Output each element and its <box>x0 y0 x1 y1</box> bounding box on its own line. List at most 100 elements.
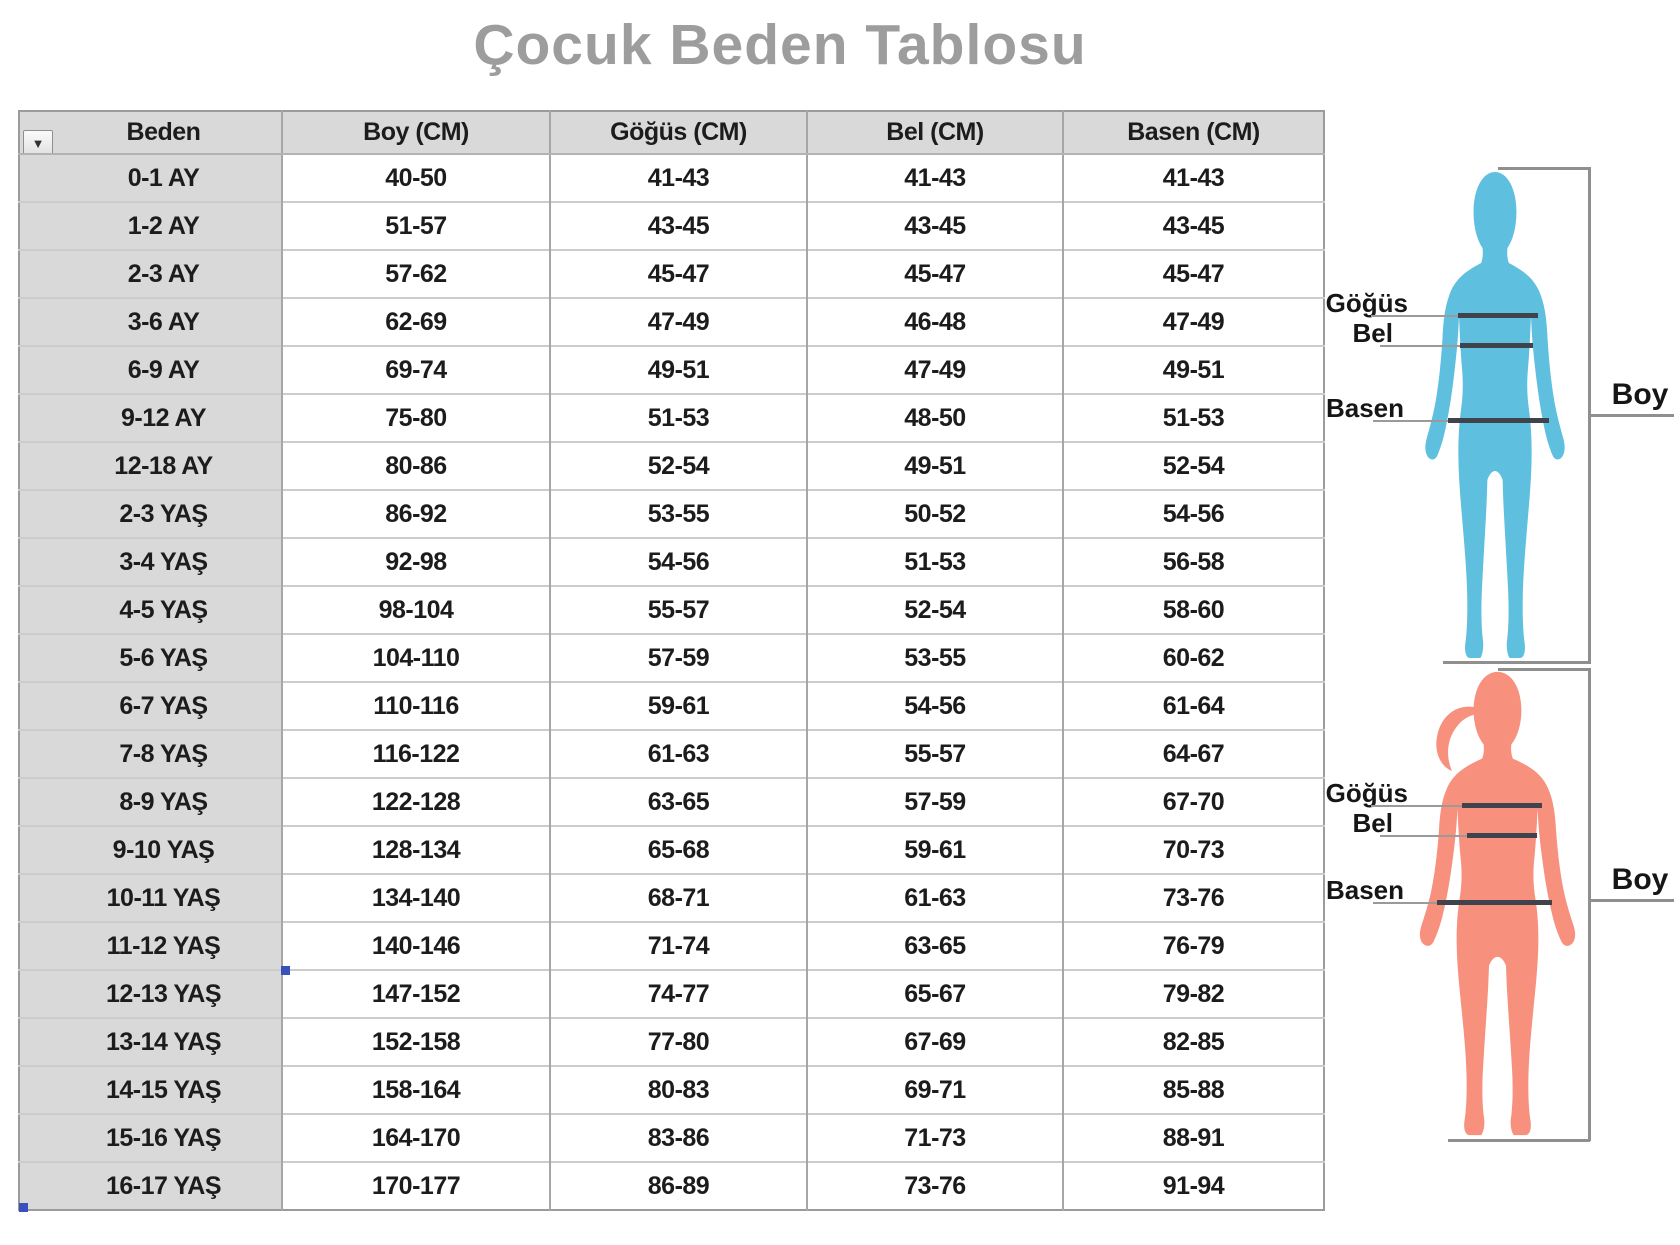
size-label-cell: 10-11 YAŞ <box>19 873 282 922</box>
measure-value-cell: 52-54 <box>1062 441 1324 490</box>
measure-value-cell: 74-77 <box>549 969 807 1018</box>
table-row: 14-15 YAŞ 158-164 80-83 69-71 85-88 <box>19 1065 1324 1114</box>
table-row: 11-12 YAŞ 140-146 71-74 63-65 76-79 <box>19 921 1324 970</box>
measure-value-cell: 50-52 <box>806 489 1063 538</box>
size-label-cell: 0-1 AY <box>19 153 282 202</box>
measure-value-cell: 69-71 <box>806 1065 1063 1114</box>
size-label-cell: 12-13 YAŞ <box>19 969 282 1018</box>
size-label-cell: 3-4 YAŞ <box>19 537 282 586</box>
measure-value-cell: 41-43 <box>806 153 1063 202</box>
measure-value-cell: 43-45 <box>1062 201 1324 250</box>
measure-value-cell: 51-53 <box>549 393 807 442</box>
size-label-cell: 6-7 YAŞ <box>19 681 282 730</box>
table-row: 9-10 YAŞ 128-134 65-68 59-61 70-73 <box>19 825 1324 874</box>
measure-value-cell: 54-56 <box>1062 489 1324 538</box>
measure-value-cell: 59-61 <box>549 681 807 730</box>
measure-value-cell: 58-60 <box>1062 585 1324 634</box>
measure-value-cell: 80-86 <box>281 441 550 490</box>
table-row: 3-4 YAŞ 92-98 54-56 51-53 56-58 <box>19 537 1324 586</box>
height-leader-line <box>1590 899 1674 902</box>
measure-value-cell: 158-164 <box>281 1065 550 1114</box>
measure-value-cell: 88-91 <box>1062 1113 1324 1162</box>
measure-value-cell: 60-62 <box>1062 633 1324 682</box>
size-label-cell: 3-6 AY <box>19 297 282 346</box>
table-row: 15-16 YAŞ 164-170 83-86 71-73 88-91 <box>19 1113 1324 1162</box>
measure-value-cell: 47-49 <box>549 297 807 346</box>
measure-value-cell: 45-47 <box>1062 249 1324 298</box>
height-bracket-top <box>1498 668 1590 671</box>
hip-measure-line <box>1448 418 1549 423</box>
measure-value-cell: 54-56 <box>549 537 807 586</box>
measure-value-cell: 73-76 <box>806 1161 1063 1210</box>
waist-label: Bel <box>1352 808 1393 838</box>
size-label-cell: 14-15 YAŞ <box>19 1065 282 1114</box>
table-row: 4-5 YAŞ 98-104 55-57 52-54 58-60 <box>19 585 1324 634</box>
measure-value-cell: 71-73 <box>806 1113 1063 1162</box>
column-header-beden: ▼ Beden <box>19 111 282 155</box>
size-label-cell: 12-18 AY <box>19 441 282 490</box>
measure-value-cell: 152-158 <box>281 1017 550 1066</box>
height-bracket-bottom <box>1443 661 1590 664</box>
measure-value-cell: 43-45 <box>806 201 1063 250</box>
size-label-cell: 5-6 YAŞ <box>19 633 282 682</box>
table-row: 7-8 YAŞ 116-122 61-63 55-57 64-67 <box>19 729 1324 778</box>
measure-value-cell: 68-71 <box>549 873 807 922</box>
measure-value-cell: 49-51 <box>549 345 807 394</box>
waist-measure-line <box>1467 833 1537 838</box>
height-bracket-bottom <box>1448 1139 1590 1142</box>
table-row: 6-9 AY 69-74 49-51 47-49 49-51 <box>19 345 1324 394</box>
size-label-cell: 16-17 YAŞ <box>19 1161 282 1210</box>
measure-value-cell: 85-88 <box>1062 1065 1324 1114</box>
measure-value-cell: 86-92 <box>281 489 550 538</box>
page-title: Çocuk Beden Tablosu <box>473 13 1087 77</box>
measure-value-cell: 73-76 <box>1062 873 1324 922</box>
selection-marker <box>281 966 290 975</box>
measure-value-cell: 51-53 <box>806 537 1063 586</box>
filter-dropdown-button[interactable]: ▼ <box>23 130 53 152</box>
measure-value-cell: 40-50 <box>281 153 550 202</box>
measure-value-cell: 147-152 <box>281 969 550 1018</box>
measure-value-cell: 104-110 <box>281 633 550 682</box>
column-header-bel: Bel (CM) <box>806 111 1063 155</box>
height-label: Boy <box>1611 378 1669 411</box>
measure-value-cell: 122-128 <box>281 777 550 826</box>
measure-value-cell: 70-73 <box>1062 825 1324 874</box>
chest-label: Göğüs <box>1325 288 1408 318</box>
height-bracket <box>1588 668 1591 1141</box>
chest-measure-line <box>1462 803 1542 808</box>
table-row: 2-3 AY 57-62 45-47 45-47 45-47 <box>19 249 1324 298</box>
table-row: 5-6 YAŞ 104-110 57-59 53-55 60-62 <box>19 633 1324 682</box>
size-label-cell: 4-5 YAŞ <box>19 585 282 634</box>
measure-value-cell: 69-74 <box>281 345 550 394</box>
measure-value-cell: 98-104 <box>281 585 550 634</box>
size-table-body: 0-1 AY 40-50 41-43 41-43 41-43 1-2 AY 51-57 43-… <box>19 153 1324 1210</box>
header-row: ▼ Beden Boy (CM) Göğüs (CM) Bel (CM) Bas… <box>19 111 1324 155</box>
measure-value-cell: 77-80 <box>549 1017 807 1066</box>
waist-measure-line <box>1460 343 1533 348</box>
table-row: 12-18 AY 80-86 52-54 49-51 52-54 <box>19 441 1324 490</box>
measure-value-cell: 62-69 <box>281 297 550 346</box>
size-label-cell: 9-12 AY <box>19 393 282 442</box>
measure-value-cell: 75-80 <box>281 393 550 442</box>
measure-value-cell: 80-83 <box>549 1065 807 1114</box>
measure-value-cell: 61-63 <box>806 873 1063 922</box>
size-label-cell: 6-9 AY <box>19 345 282 394</box>
measure-value-cell: 71-74 <box>549 921 807 970</box>
waist-label: Bel <box>1352 318 1393 348</box>
waist-leader-line <box>1380 345 1460 347</box>
measure-value-cell: 76-79 <box>1062 921 1324 970</box>
hip-label: Basen <box>1325 875 1404 905</box>
measure-value-cell: 63-65 <box>549 777 807 826</box>
column-header-gogus: Göğüs (CM) <box>549 111 807 155</box>
measure-value-cell: 46-48 <box>806 297 1063 346</box>
measure-value-cell: 67-69 <box>806 1017 1063 1066</box>
measure-value-cell: 45-47 <box>549 249 807 298</box>
hip-label: Basen <box>1325 393 1404 423</box>
measure-value-cell: 55-57 <box>549 585 807 634</box>
measure-value-cell: 47-49 <box>1062 297 1324 346</box>
table-row: 0-1 AY 40-50 41-43 41-43 41-43 <box>19 153 1324 202</box>
size-label-cell: 1-2 AY <box>19 201 282 250</box>
measure-value-cell: 53-55 <box>549 489 807 538</box>
measure-value-cell: 164-170 <box>281 1113 550 1162</box>
measure-value-cell: 41-43 <box>549 153 807 202</box>
